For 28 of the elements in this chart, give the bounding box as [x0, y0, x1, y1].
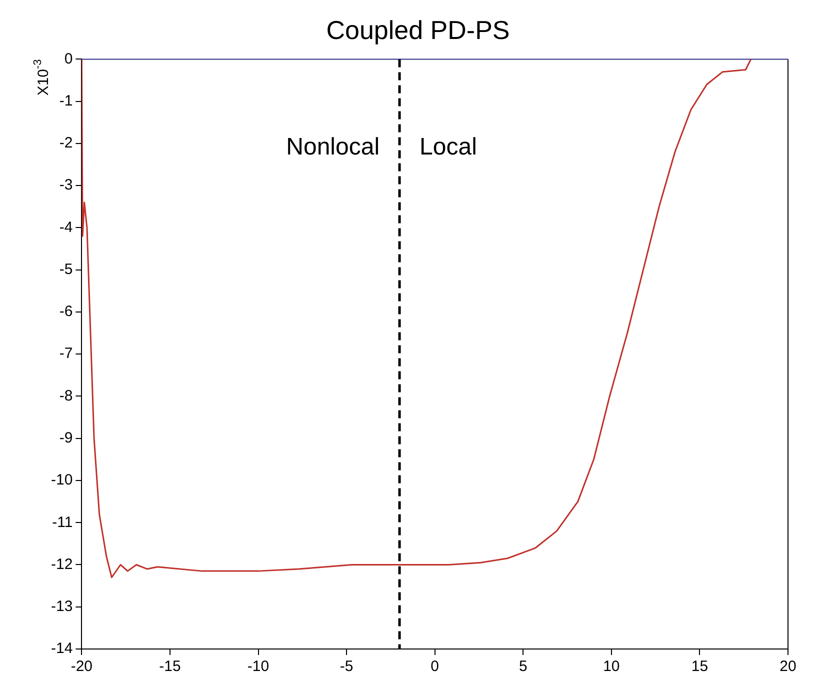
x-tick-label: 10: [603, 658, 620, 676]
y-tick-label: -4: [59, 218, 73, 236]
annotation: Nonlocal: [286, 133, 380, 160]
y-tick-label: -11: [52, 514, 73, 531]
y-tick-label: -9: [59, 430, 73, 446]
y-tick-label: -1: [59, 92, 73, 110]
y-tick-label: 0: [64, 50, 73, 68]
x-tick-label: 0: [430, 658, 440, 676]
y-tick-label: -5: [59, 260, 73, 278]
y-tick-label: -6: [59, 303, 73, 320]
annotation: Local: [420, 133, 477, 160]
x-tick-label: -20: [70, 658, 93, 676]
x-tick-label: 5: [518, 658, 528, 676]
y-tick-label: -8: [59, 387, 73, 404]
y-tick-label: -12: [50, 556, 73, 573]
y-tick-label: -10: [50, 472, 73, 489]
y-tick-label: -13: [50, 598, 73, 616]
y-tick-label: -14: [50, 640, 73, 658]
chart-title: Coupled PD-PS: [326, 14, 510, 45]
x-tick-label: 20: [780, 658, 796, 676]
x-tick-label: 15: [691, 658, 708, 676]
y-axis-title: X10-3: [32, 59, 52, 96]
x-tick-label: -10: [247, 658, 270, 676]
y-tick-label: -7: [59, 345, 73, 362]
x-tick-label: -15: [159, 658, 181, 676]
y-tick-label: -3: [59, 176, 73, 194]
y-tick-label: -2: [59, 134, 73, 152]
x-tick-label: -5: [340, 658, 354, 676]
